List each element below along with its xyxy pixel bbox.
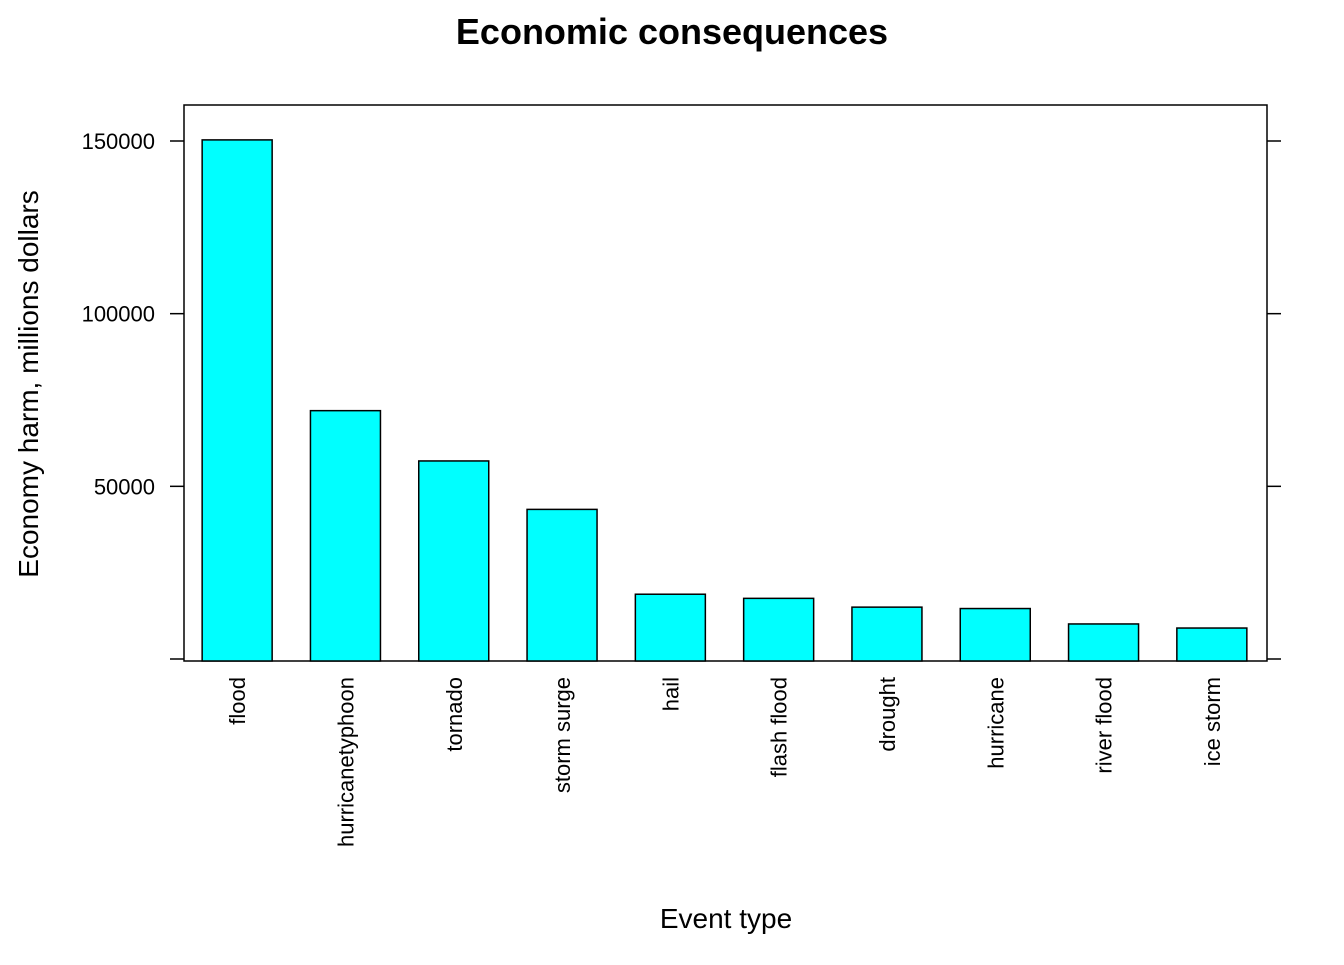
x-tick-label: hurricanetyphoon [333,677,358,847]
x-tick-label: hurricane [983,677,1008,769]
chart-title: Economic consequences [456,11,888,52]
bar [1067,623,1140,662]
x-tick-label: flood [225,677,250,725]
x-tick-label: ice storm [1200,677,1225,766]
bar [526,508,598,662]
x-tick-label: drought [875,677,900,752]
bar [742,597,815,662]
y-axis-title: Economy harm, millions dollars [13,190,44,577]
x-tick-label: hail [658,677,683,711]
bar [309,409,382,662]
x-axis-labels: flood hurricanetyphoon tornado storm surge h… [225,677,1225,847]
y-tick-label: 50000 [94,474,155,499]
x-tick-label: storm surge [550,677,575,793]
x-tick-label: river flood [1092,677,1117,774]
y-axis: 50000 100000 150000 [82,129,1281,660]
bar [851,606,923,662]
bars [201,139,1248,662]
plot-frame [183,104,1268,662]
y-tick-label: 150000 [82,129,155,154]
bar [418,460,490,662]
bar [634,593,707,662]
bar [201,139,273,662]
x-tick-label: tornado [442,677,467,752]
bar [959,607,1031,662]
y-tick-label: 100000 [82,302,155,327]
bar [1176,627,1248,662]
x-axis-title: Event type [660,903,792,934]
x-tick-label: flash flood [767,677,792,777]
